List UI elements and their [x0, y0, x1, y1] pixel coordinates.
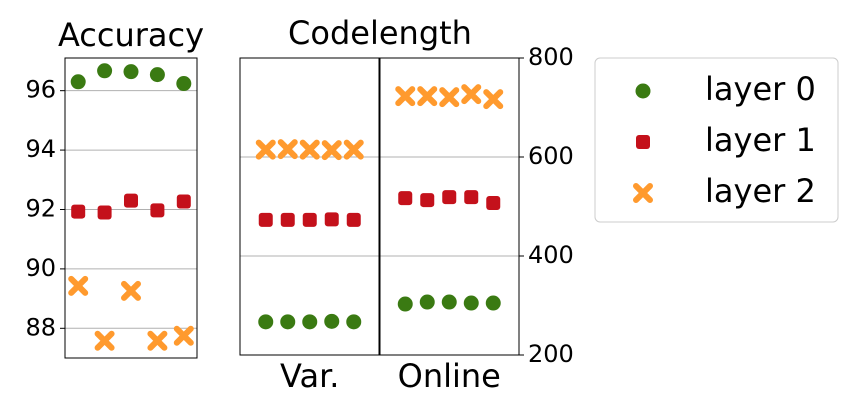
point [398, 191, 413, 206]
point [461, 84, 482, 105]
point [483, 89, 504, 110]
point [149, 67, 165, 83]
group-label: Var. [280, 357, 339, 395]
point [464, 190, 479, 205]
legend-marker [636, 135, 650, 149]
point [441, 294, 457, 310]
point [124, 193, 138, 208]
point [97, 205, 112, 220]
point [299, 139, 320, 160]
legend-label: layer 0 [705, 70, 816, 108]
point [147, 330, 168, 351]
point [395, 86, 416, 107]
point [485, 295, 501, 311]
point [442, 190, 457, 205]
point [68, 275, 89, 296]
y-tick-label: 88 [25, 313, 56, 341]
point [150, 203, 165, 218]
point [71, 204, 86, 219]
point [302, 314, 318, 330]
point [302, 212, 317, 227]
point [486, 196, 501, 211]
point [419, 294, 435, 310]
point [346, 212, 361, 227]
point [123, 64, 139, 80]
point [173, 325, 194, 346]
point [463, 295, 479, 311]
point [397, 296, 413, 312]
legend-marker [633, 183, 653, 203]
legend-label: layer 1 [705, 121, 816, 159]
point [324, 212, 339, 227]
y2-tick-label: 600 [528, 142, 574, 170]
y2-tick-label: 800 [528, 43, 574, 71]
group-label: Online [398, 357, 501, 395]
point [176, 194, 191, 209]
point [439, 87, 460, 108]
point [121, 280, 141, 301]
y2-tick-label: 400 [528, 241, 574, 269]
point [70, 74, 86, 90]
legend-marker [635, 83, 651, 99]
plot-frame [64, 57, 198, 359]
y-tick-label: 96 [25, 76, 56, 104]
point [343, 139, 364, 160]
point [94, 330, 115, 351]
point [176, 76, 192, 92]
point [255, 139, 276, 160]
point [258, 212, 273, 227]
chart-title: Codelength [288, 14, 472, 52]
point [420, 193, 435, 208]
point [417, 86, 438, 107]
point [280, 314, 296, 330]
y-tick-label: 90 [25, 254, 56, 282]
y-tick-label: 92 [25, 194, 56, 222]
point [280, 212, 295, 227]
point [324, 313, 340, 329]
y2-tick-label: 200 [528, 340, 574, 368]
legend-label: layer 2 [705, 172, 816, 210]
y-tick-label: 94 [25, 135, 56, 163]
point [258, 314, 274, 330]
point [346, 314, 362, 330]
point [321, 140, 342, 161]
legend-box [594, 57, 839, 223]
point [97, 63, 113, 79]
point [277, 139, 298, 160]
chart-title: Accuracy [58, 16, 204, 54]
